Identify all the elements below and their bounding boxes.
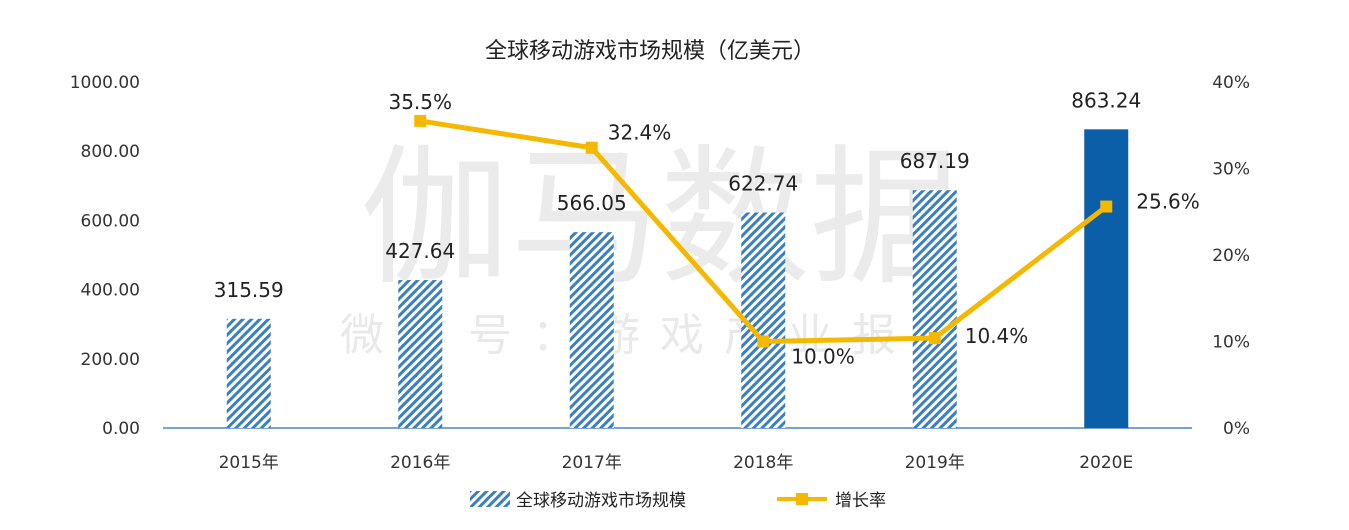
x-tick-label: 2018年 bbox=[733, 453, 793, 473]
x-tick-label: 2019年 bbox=[905, 453, 965, 473]
right-tick-label: 30% bbox=[1212, 160, 1250, 180]
bar-labels: 315.59 427.64 566.05 622.74 687.19 863.24 bbox=[214, 88, 1141, 301]
growth-labels: 35.5% 32.4% 10.0% 10.4% 25.6% bbox=[388, 90, 1199, 369]
legend-bar-swatch bbox=[470, 491, 510, 507]
bar-value-label: 315.59 bbox=[214, 278, 284, 302]
left-axis: 0.00 200.00 400.00 600.00 800.00 1000.00 bbox=[70, 73, 140, 439]
bar bbox=[226, 318, 271, 428]
legend-line-label: 增长率 bbox=[835, 491, 886, 511]
growth-point bbox=[928, 332, 941, 345]
bar bbox=[741, 212, 786, 428]
right-tick-label: 40% bbox=[1212, 73, 1250, 93]
right-axis: 0% 10% 20% 30% 40% bbox=[1212, 73, 1250, 439]
left-tick-label: 600.00 bbox=[81, 211, 140, 231]
bar-value-label: 687.19 bbox=[900, 149, 970, 173]
legend-line-marker bbox=[796, 493, 808, 505]
watermark-sub: 微信号：游戏产业报告 bbox=[340, 310, 980, 361]
chart-title: 全球移动游戏市场规模（亿美元） bbox=[485, 39, 815, 64]
x-tick-label: 2016年 bbox=[390, 453, 450, 473]
legend-bar-label: 全球移动游戏市场规模 bbox=[516, 491, 686, 511]
left-tick-label: 1000.00 bbox=[70, 73, 140, 93]
right-tick-label: 0% bbox=[1223, 419, 1250, 439]
growth-value-label: 10.4% bbox=[965, 324, 1029, 348]
bar bbox=[569, 232, 614, 428]
legend: 全球移动游戏市场规模 增长率 bbox=[470, 491, 886, 511]
growth-value-label: 35.5% bbox=[388, 90, 452, 114]
growth-value-label: 32.4% bbox=[608, 121, 672, 145]
growth-value-label: 25.6% bbox=[1136, 190, 1200, 214]
left-tick-label: 200.00 bbox=[81, 350, 140, 370]
bar bbox=[398, 280, 443, 428]
left-tick-label: 0.00 bbox=[102, 419, 140, 439]
bar-value-label: 622.74 bbox=[728, 172, 798, 196]
bar-value-label: 566.05 bbox=[557, 191, 627, 215]
right-tick-label: 10% bbox=[1212, 333, 1250, 353]
x-axis: 2015年 2016年 2017年 2018年 2019年 2020E bbox=[219, 453, 1134, 473]
right-tick-label: 20% bbox=[1212, 246, 1250, 266]
growth-point bbox=[1100, 200, 1113, 213]
growth-value-label: 10.0% bbox=[791, 345, 855, 369]
x-tick-label: 2020E bbox=[1079, 453, 1133, 473]
bar-value-label: 863.24 bbox=[1071, 88, 1141, 112]
bar bbox=[912, 190, 957, 428]
left-tick-label: 800.00 bbox=[81, 142, 140, 162]
growth-point bbox=[757, 335, 770, 348]
x-tick-label: 2015年 bbox=[219, 453, 279, 473]
bar-value-label: 427.64 bbox=[385, 239, 455, 263]
bar-series bbox=[226, 129, 1129, 428]
x-tick-label: 2017年 bbox=[562, 453, 622, 473]
left-tick-label: 400.00 bbox=[81, 281, 140, 301]
bar bbox=[1084, 129, 1129, 428]
growth-point bbox=[585, 141, 598, 154]
growth-point bbox=[414, 114, 427, 127]
watermark-main: 伽马数据 bbox=[360, 132, 960, 306]
growth-line-series bbox=[414, 114, 1113, 348]
